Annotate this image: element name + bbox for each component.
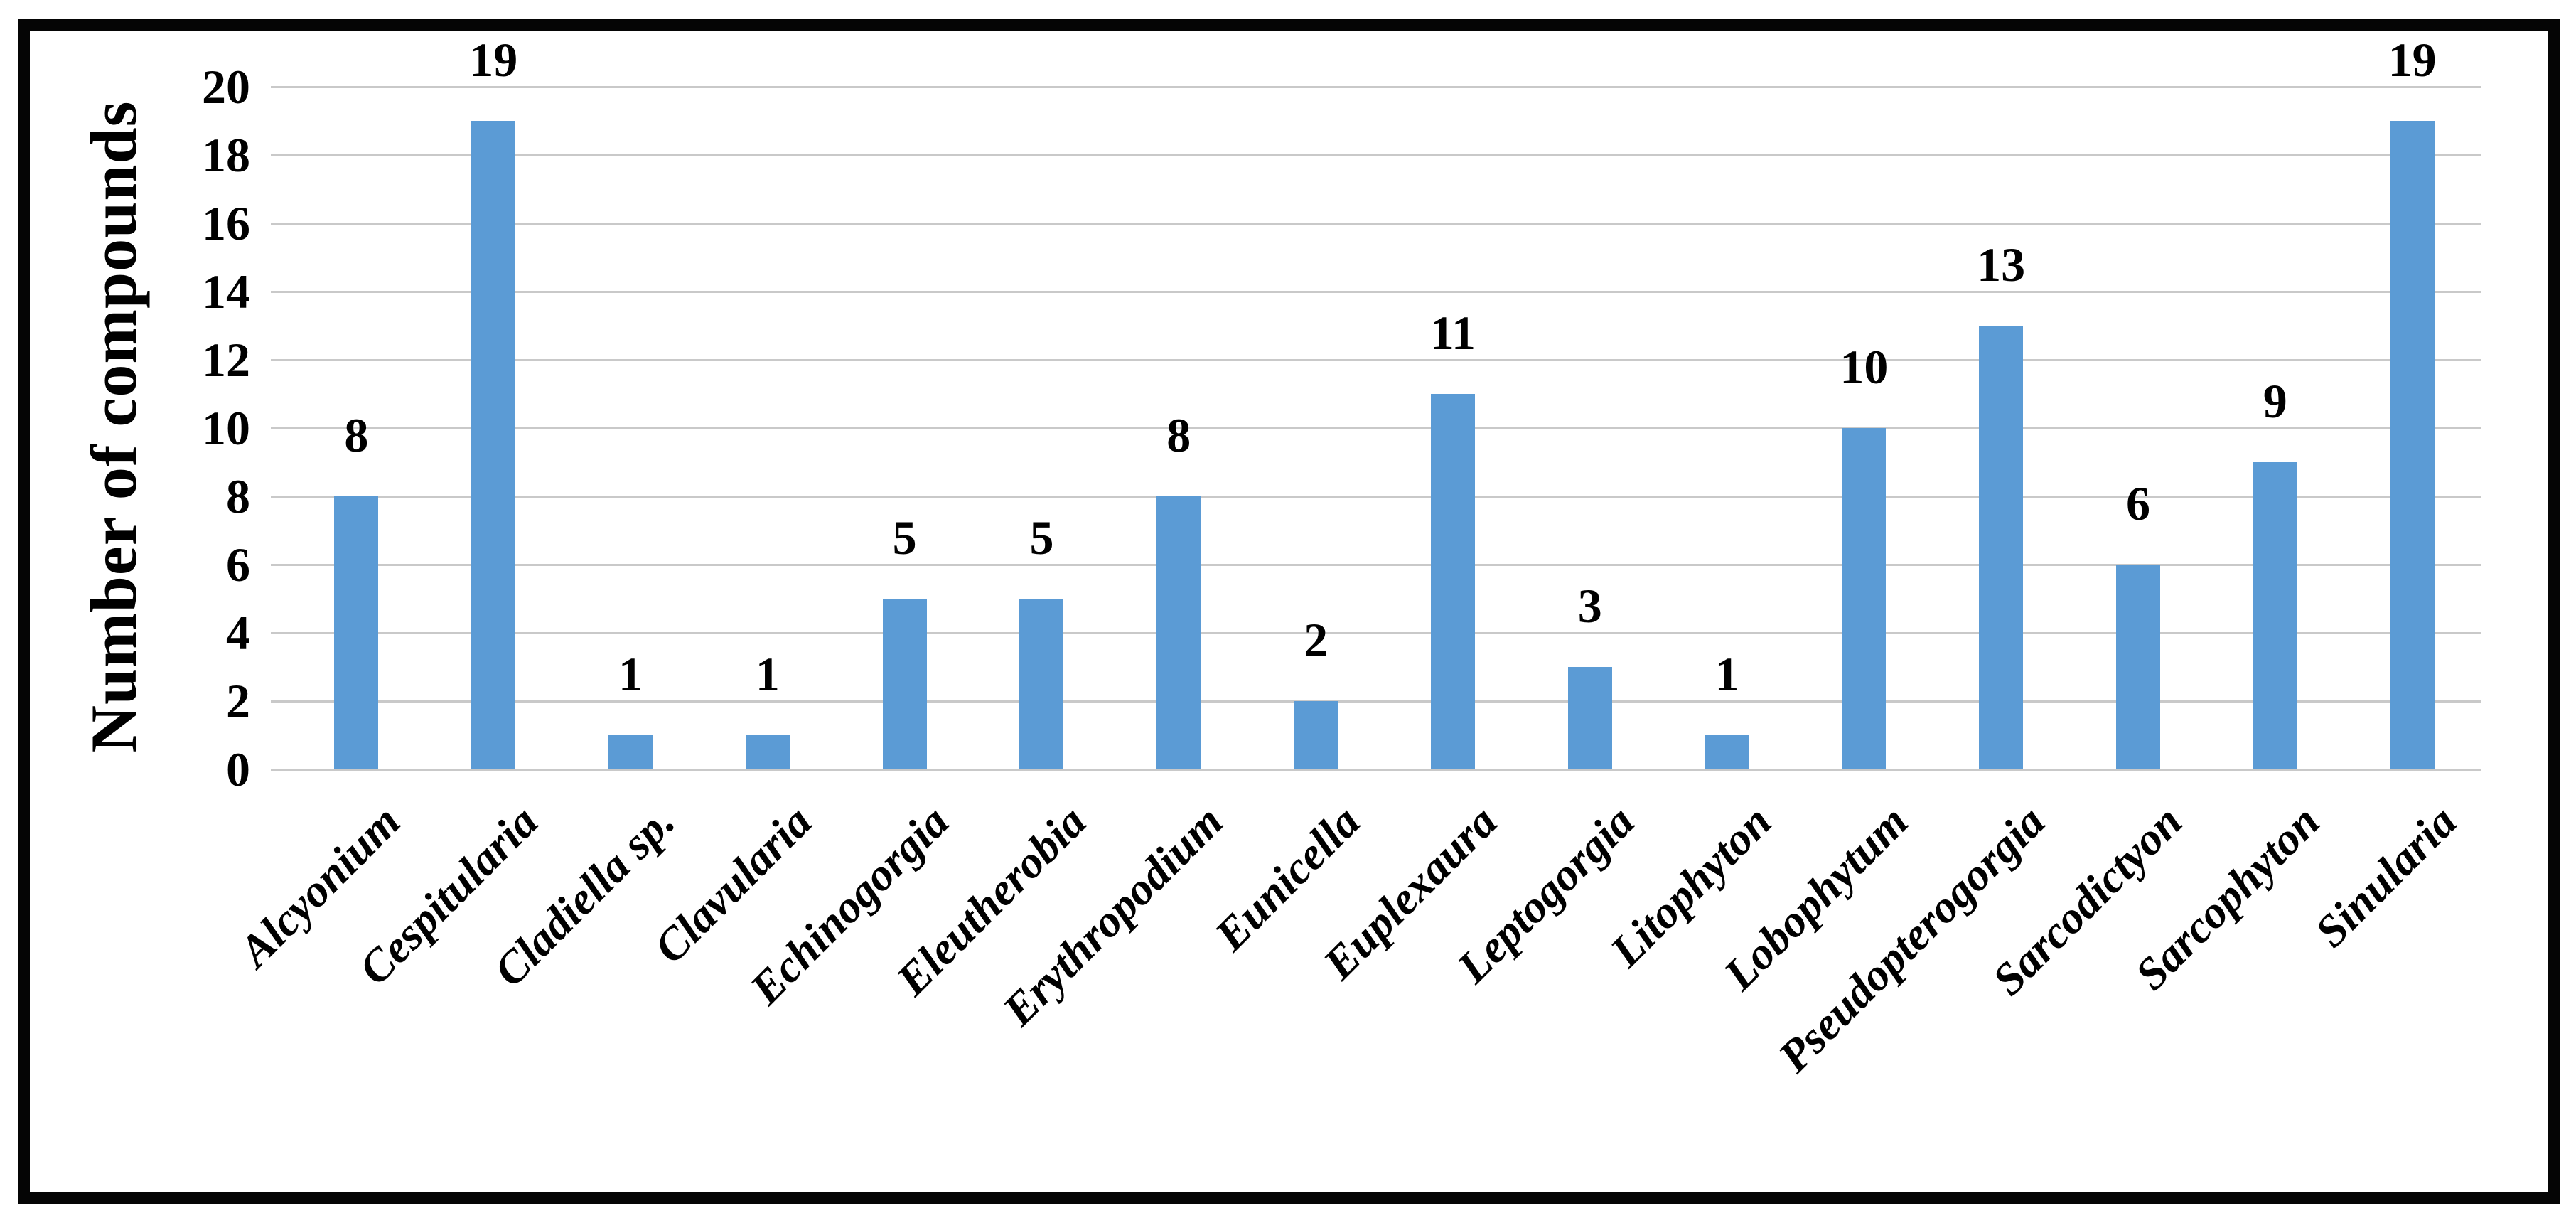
y-tick-label-0: 0 bbox=[226, 742, 250, 796]
gridline-y-12 bbox=[271, 358, 2481, 361]
bar-value-label: 3 bbox=[1577, 579, 1602, 633]
bar-value-label: 5 bbox=[1029, 511, 1054, 565]
bar-Sarcophyton bbox=[2253, 462, 2297, 769]
y-tick-label-12: 12 bbox=[202, 333, 250, 387]
y-tick-label-6: 6 bbox=[226, 538, 250, 592]
y-tick-label-14: 14 bbox=[202, 265, 250, 319]
y-tick-label-8: 8 bbox=[226, 469, 250, 523]
bar-Eleutherobia bbox=[1019, 599, 1064, 769]
bar-value-label: 8 bbox=[1166, 408, 1191, 462]
gridline-y-18 bbox=[271, 154, 2481, 156]
gridline-y-16 bbox=[271, 222, 2481, 225]
y-tick-label-10: 10 bbox=[202, 401, 250, 455]
gridline-y-20 bbox=[271, 85, 2481, 88]
bar-Sarcodictyon bbox=[2115, 565, 2160, 769]
plot-area: 8 19 1 1 5 5 8 2 11 3 1 10 13 6 9 19 bbox=[271, 36, 2481, 771]
gridline-y-4 bbox=[271, 631, 2481, 634]
bar-Echinogorgia bbox=[882, 599, 927, 769]
bar-value-label: 8 bbox=[344, 408, 369, 462]
y-tick-label-18: 18 bbox=[202, 128, 250, 182]
bar-value-label: 10 bbox=[1840, 340, 1889, 394]
gridline-y-8 bbox=[271, 495, 2481, 498]
bar-value-label: 19 bbox=[469, 33, 518, 87]
gridline-y-2 bbox=[271, 700, 2481, 703]
bar-Pseudopterogorgia bbox=[1979, 326, 2024, 769]
y-tick-label-16: 16 bbox=[202, 196, 250, 250]
y-tick-label-20: 20 bbox=[202, 60, 250, 114]
bar-Eunicella bbox=[1294, 701, 1338, 769]
bar-Alcyonium bbox=[334, 496, 379, 769]
bar-value-label: 1 bbox=[618, 647, 643, 701]
gridline-y-0 bbox=[271, 768, 2481, 771]
bar-Erythropodium bbox=[1156, 496, 1201, 769]
gridline-y-6 bbox=[271, 563, 2481, 566]
gridline-y-14 bbox=[271, 290, 2481, 293]
gridline-y-10 bbox=[271, 427, 2481, 429]
bar-value-label: 13 bbox=[1977, 237, 2026, 292]
bar-Lobophytum bbox=[1842, 428, 1887, 769]
y-tick-label-4: 4 bbox=[226, 606, 250, 660]
bar-value-label: 9 bbox=[2263, 374, 2287, 428]
bar-value-label: 5 bbox=[892, 511, 917, 565]
bar-value-label: 1 bbox=[755, 647, 780, 701]
bar-Leptogorgia bbox=[1567, 667, 1612, 769]
y-tick-label-2: 2 bbox=[226, 674, 250, 728]
bar-Cladiella sp. bbox=[608, 735, 653, 769]
bar-value-label: 1 bbox=[1714, 647, 1739, 701]
bar-Euplexaura bbox=[1430, 394, 1475, 769]
bar-value-label: 19 bbox=[2388, 33, 2437, 87]
bar-Litophyton bbox=[1705, 735, 1749, 769]
bar-value-label: 11 bbox=[1429, 306, 1476, 360]
bar-Sinularia bbox=[2390, 121, 2435, 769]
bar-Clavularia bbox=[745, 735, 790, 769]
chart-outer-frame bbox=[18, 19, 2560, 1204]
bar-Cespitularia bbox=[471, 121, 516, 769]
bar-value-label: 6 bbox=[2125, 476, 2150, 530]
bar-value-label: 2 bbox=[1304, 613, 1329, 667]
